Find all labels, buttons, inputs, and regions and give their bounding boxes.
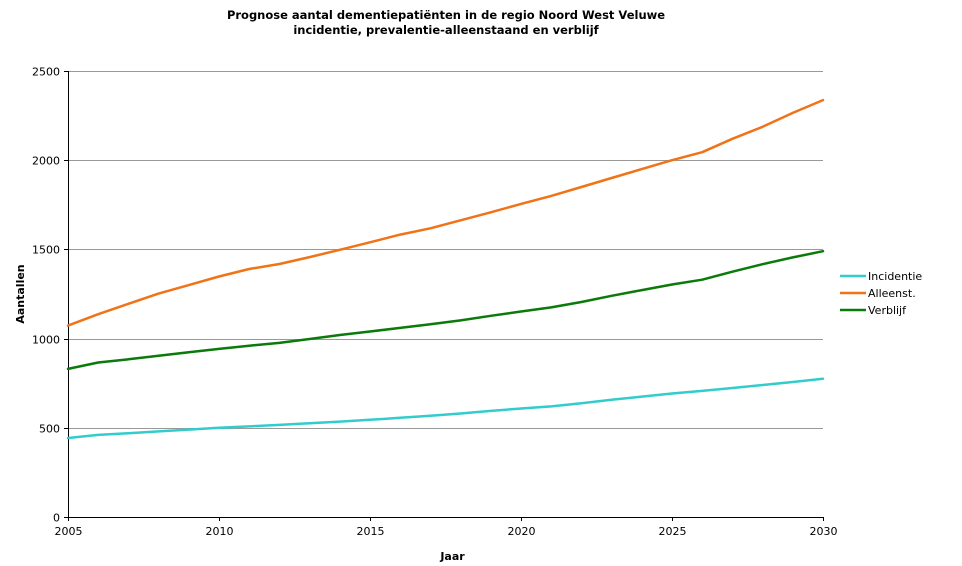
x-tick-label: 2025 bbox=[659, 525, 687, 538]
y-tick-label: 2500 bbox=[32, 66, 60, 79]
y-tick-label: 2000 bbox=[32, 155, 60, 168]
series-line-incidentie bbox=[66, 377, 825, 440]
chart-title: Prognose aantal dementiepatiënten in de … bbox=[226, 8, 666, 22]
x-tick-label: 2030 bbox=[810, 525, 838, 538]
y-tick-label: 1500 bbox=[32, 244, 60, 257]
x-tick-label: 2015 bbox=[357, 525, 385, 538]
chart-subtitle: incidentie, prevalentie-alleenstaand en … bbox=[293, 23, 599, 37]
x-tick-label: 2005 bbox=[55, 525, 83, 538]
series-line-verblijf bbox=[66, 249, 825, 371]
series-line-alleenst bbox=[66, 98, 825, 327]
x-tick-label: 2020 bbox=[508, 525, 536, 538]
legend-label: Alleenst. bbox=[868, 287, 916, 300]
legend-label: Incidentie bbox=[868, 270, 922, 283]
y-axis-label: Aantallen bbox=[14, 264, 27, 323]
y-tick-label: 0 bbox=[53, 512, 60, 525]
legend-label: Verblijf bbox=[868, 304, 907, 317]
x-tick-label: 2010 bbox=[206, 525, 234, 538]
x-axis-label: Jaar bbox=[439, 550, 465, 563]
y-tick-label: 1000 bbox=[32, 334, 60, 347]
chart-title-block: Prognose aantal dementiepatiënten in de … bbox=[0, 8, 892, 38]
y-tick-label: 500 bbox=[39, 423, 60, 436]
